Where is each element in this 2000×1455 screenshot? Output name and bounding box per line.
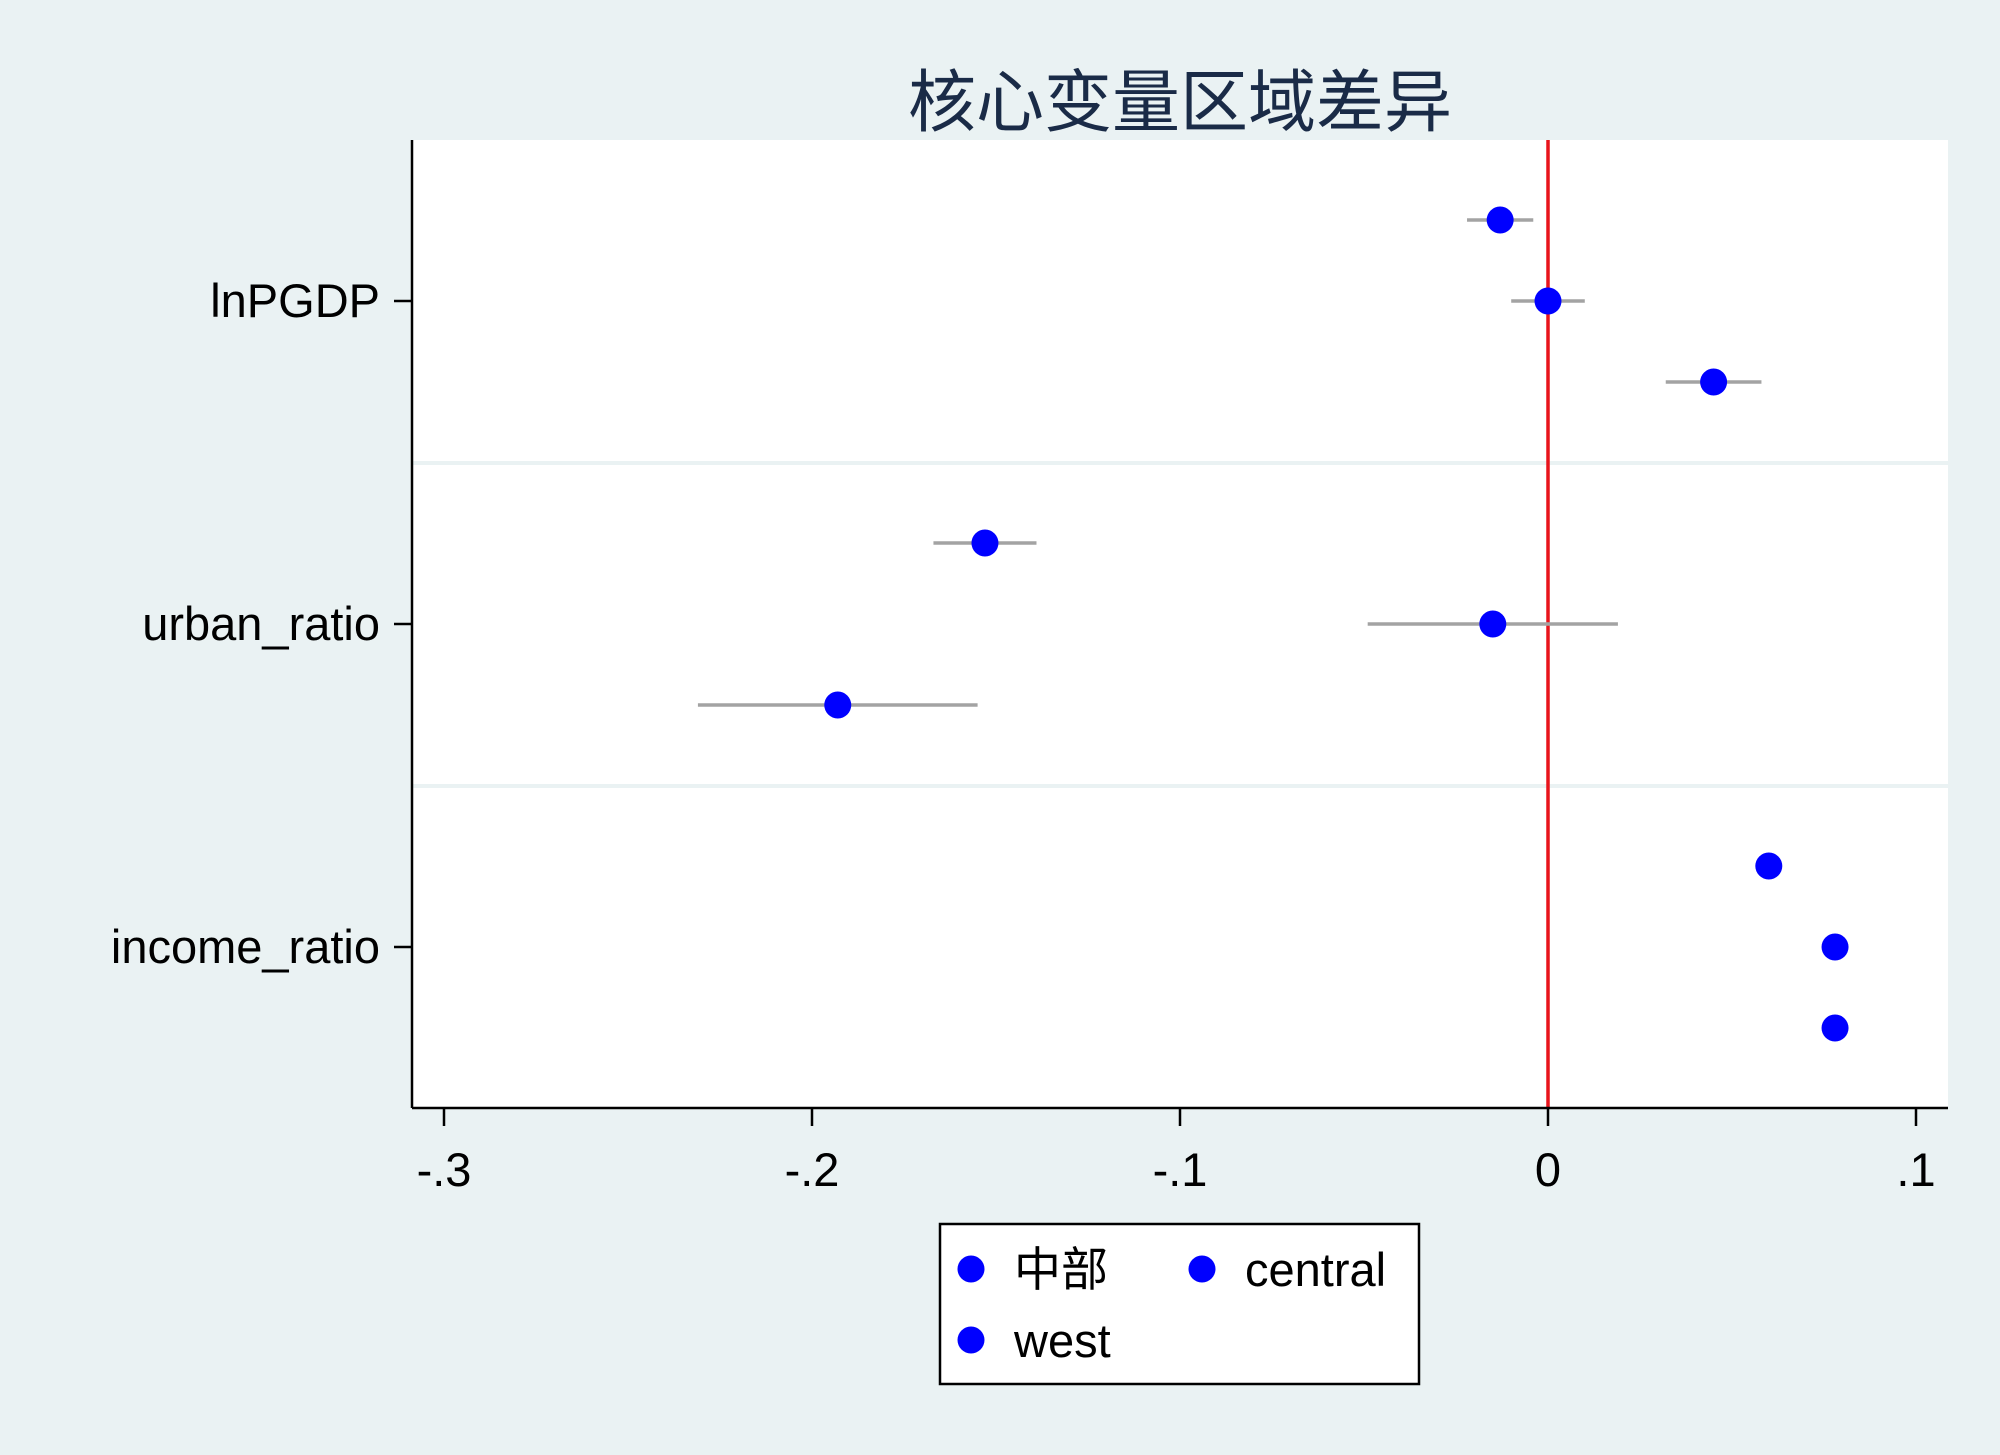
- x-tick-label-0: -.3: [417, 1143, 472, 1196]
- legend-marker-west: [957, 1326, 985, 1354]
- x-axis: -.3 -.2 -.1 0 .1: [417, 1108, 1936, 1196]
- point-central-lnPGDP: [1534, 287, 1562, 315]
- legend-label-zhongbu: 中部: [1014, 1243, 1108, 1296]
- legend-label-central: central: [1245, 1243, 1386, 1296]
- plot-area: [412, 140, 1948, 1108]
- point-west-income_ratio: [1821, 1014, 1849, 1042]
- point-west-lnPGDP: [1700, 368, 1728, 396]
- legend: 中部 central west: [938, 1222, 1421, 1386]
- point-zhongbu-lnPGDP: [1486, 206, 1514, 234]
- x-tick-label-4: .1: [1896, 1143, 1935, 1196]
- x-tick-label-3: 0: [1535, 1143, 1561, 1196]
- category-gridlines: [412, 461, 1948, 788]
- y-tick-label-lnPGDP: lnPGDP: [210, 274, 380, 327]
- y-tick-label-income_ratio: income_ratio: [111, 920, 380, 973]
- legend-label-west: west: [1013, 1314, 1111, 1367]
- legend-marker-zhongbu: [957, 1255, 985, 1283]
- coefficient-points: [824, 206, 1849, 1042]
- chart-title: 核心变量区域差异: [908, 64, 1452, 143]
- point-central-income_ratio: [1821, 933, 1849, 961]
- x-tick-label-1: -.2: [785, 1143, 840, 1196]
- point-west-urban_ratio: [824, 691, 852, 719]
- x-tick-label-2: -.1: [1153, 1143, 1208, 1196]
- point-zhongbu-urban_ratio: [971, 529, 999, 557]
- y-tick-label-urban_ratio: urban_ratio: [142, 597, 380, 650]
- y-axis: lnPGDP urban_ratio income_ratio: [111, 274, 412, 973]
- legend-marker-central: [1188, 1255, 1216, 1283]
- point-central-urban_ratio: [1479, 610, 1507, 638]
- legend-box: [938, 1222, 1421, 1386]
- point-zhongbu-income_ratio: [1755, 852, 1783, 880]
